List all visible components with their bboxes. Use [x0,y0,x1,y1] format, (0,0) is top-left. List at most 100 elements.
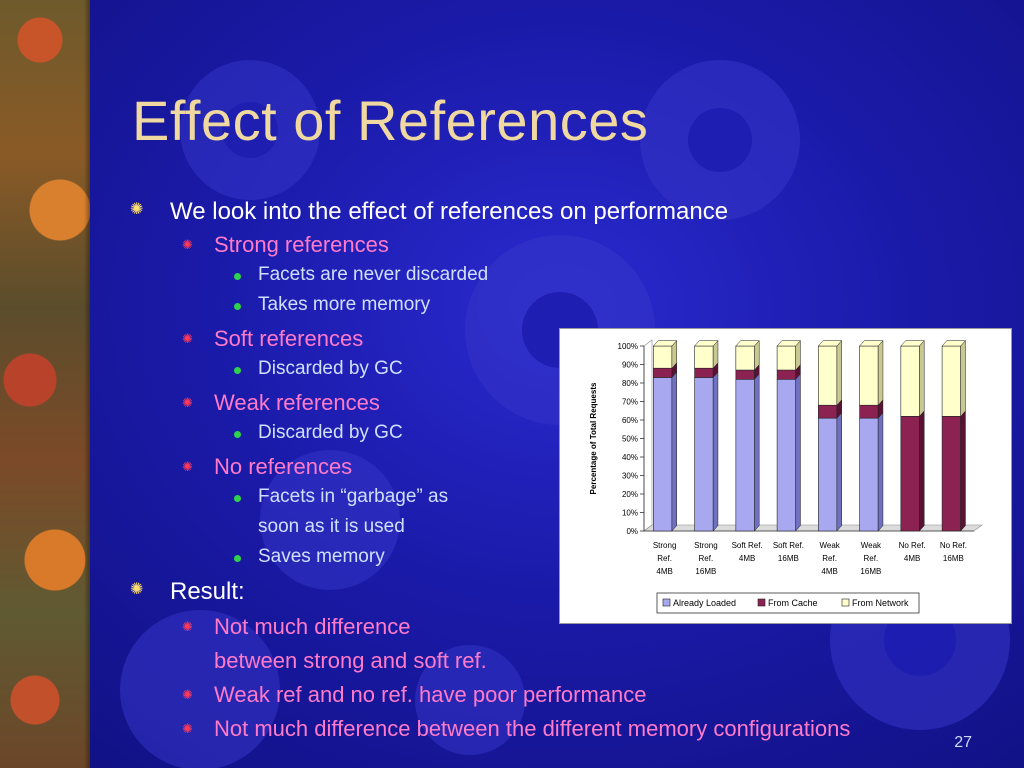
bar-side [877,412,884,532]
y-tick-label: 30% [622,472,638,481]
bar-top [859,340,884,347]
bullet-text: Saves memory [258,546,385,567]
legend-label: Already Loaded [673,598,736,608]
bar-side [877,339,884,406]
bar-segment [653,367,673,378]
slide-title: Effect of References [132,89,649,152]
bullet-asterisk-icon: ✺ [182,721,193,736]
bar-segment [818,404,838,419]
x-tick-label: 16MB [695,567,716,576]
chart-svg: 0% 10% 20% 30% 40% 50% 60% 70% 80% 90% 100% Percent… [589,339,983,614]
bullet-asterisk-icon: ✺ [182,395,193,410]
bullet-dot-icon [234,273,241,280]
y-tick-label: 20% [622,490,638,499]
bar-segment [653,377,673,532]
bar-segment [735,345,755,371]
bar-segment [941,345,961,417]
x-tick-label: Weak [861,541,882,550]
bullet-asterisk-icon: ✺ [130,201,144,218]
bullet-asterisk-icon: ✺ [182,687,193,702]
bullet-asterisk-icon: ✺ [182,619,193,634]
y-tick-label: 60% [622,416,638,425]
bullet-text: Facets are never discarded [258,264,489,285]
bar-side [712,371,719,532]
y-tick-label: 50% [622,435,638,444]
legend-label: From Network [852,598,909,608]
bar-top [900,340,925,347]
x-tick-label: Soft Ref. [732,541,763,550]
y-tick-label: 90% [622,361,638,370]
x-tick-label: 4MB [739,554,755,563]
bar-top [776,340,802,347]
y-tick-label: 10% [622,509,638,518]
decorative-side-strip [0,0,90,768]
bar-top [941,340,967,347]
bullet-text: No references [214,454,353,479]
bar-side [960,339,966,417]
bar-segment [818,345,838,406]
y-tick-label: 0% [626,527,638,536]
legend-swatch [757,598,766,607]
bar-side [671,371,677,532]
bar-segment [694,345,714,369]
bullet-text: Not much difference [214,614,411,639]
x-tick-label: 4MB [656,567,672,576]
chart-side-wall [643,339,653,532]
bar-side [754,373,760,532]
bullet-text: Soft references [214,326,364,351]
legend-swatch [662,598,671,607]
bar-top [735,340,760,347]
x-tick-label: Strong [653,541,677,550]
bullet-dot-icon [234,495,241,502]
bullet-asterisk-icon: ✺ [130,581,144,598]
bullet-asterisk-icon: ✺ [182,459,193,474]
x-tick-label: 16MB [943,554,964,563]
bullet-text: Result: [170,578,245,605]
y-axis-label: Percentage of Total Requests [589,382,598,494]
bullet-text: Not much difference between the differen… [214,716,851,741]
y-tick-label: 70% [622,398,638,407]
page-number: 27 [954,734,972,751]
legend-swatch [841,598,850,607]
y-tick-label: 80% [622,379,638,388]
bar-segment [735,369,755,380]
bar-segment [818,417,838,532]
bar-segment [694,377,714,532]
bullet-dot-icon [234,367,241,374]
x-tick-label: 16MB [778,554,799,563]
bullet-dot-icon [234,555,241,562]
bar-segment [735,378,755,532]
bar-side [836,339,842,406]
bar-segment [776,345,796,371]
bar-segment [941,416,961,532]
bullet-dot-icon [234,303,241,310]
bar-top [817,340,843,347]
bar-segment [776,369,796,380]
bar-side [919,410,925,532]
bar-segment [694,367,714,378]
x-tick-label: Strong [694,541,718,550]
bar-top [694,340,719,347]
bar-side [836,412,842,532]
bullet-text: Discarded by GC [258,422,403,443]
bullet-text: Weak references [214,390,380,415]
legend-box [656,592,920,614]
bullet-text: between strong and soft ref. [214,648,487,673]
y-tick-label: 40% [622,453,638,462]
bar-segment [859,345,879,406]
bar-side [960,410,966,532]
bullet-text: Strong references [214,232,389,257]
bullet-asterisk-icon: ✺ [182,331,193,346]
x-tick-label: Soft Ref. [773,541,804,550]
bar-segment [900,345,920,417]
x-tick-label: Ref. [699,554,714,563]
x-tick-label: Ref. [657,554,672,563]
bullet-dot-icon [234,431,241,438]
x-tick-label: No Ref. [899,541,926,550]
bar-side [919,339,925,417]
bar-side [795,373,801,532]
x-tick-label: Ref. [864,554,879,563]
y-tick-label: 100% [618,342,638,351]
bar-segment [900,416,920,532]
x-tick-label: 16MB [860,567,881,576]
